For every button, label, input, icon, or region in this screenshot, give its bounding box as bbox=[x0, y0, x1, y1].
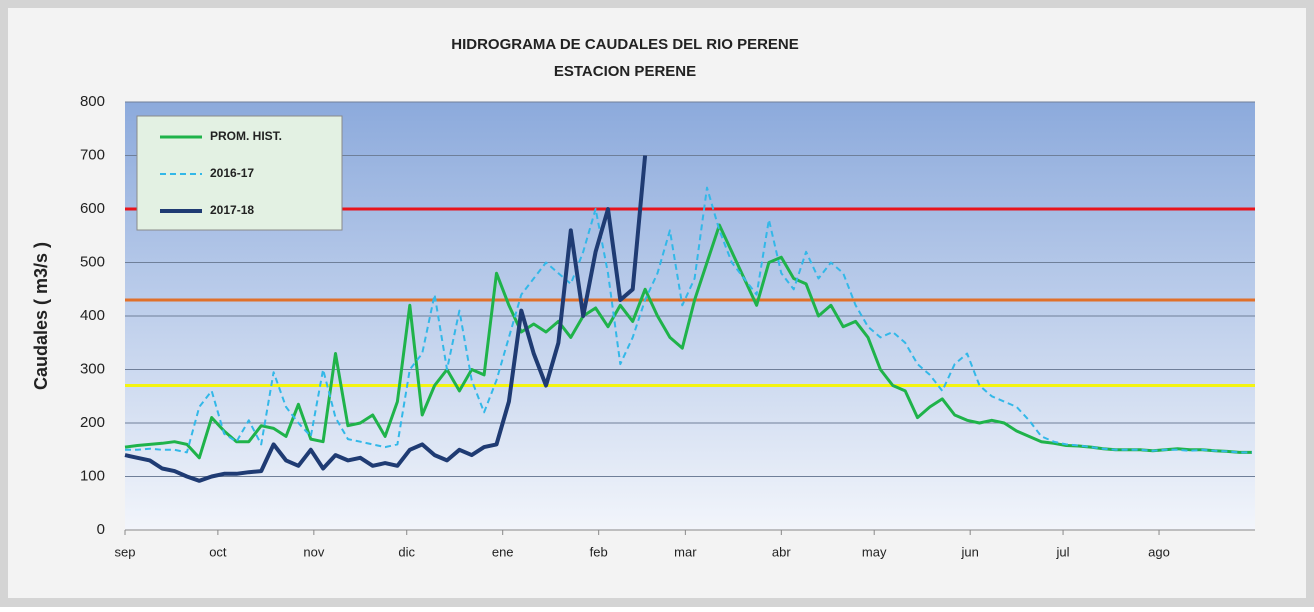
series-line bbox=[124, 223, 1252, 460]
y-tick-label: 100 bbox=[80, 467, 105, 484]
x-tick-label: jul bbox=[1056, 544, 1070, 559]
legend: PROM. HIST. 2016-17 2017-18 bbox=[136, 115, 343, 231]
y-tick-label: 600 bbox=[80, 200, 105, 217]
x-tick-label: ene bbox=[492, 544, 514, 559]
y-tick-label: 800 bbox=[80, 93, 105, 110]
x-tick-label: ago bbox=[1148, 544, 1170, 559]
y-axis-label: Caudales ( m3/s ) bbox=[31, 242, 51, 390]
y-tick-label: 300 bbox=[80, 360, 105, 377]
legend-label: PROM. HIST. bbox=[210, 129, 282, 143]
x-tick-label: oct bbox=[209, 544, 227, 559]
y-tick-label: 700 bbox=[80, 146, 105, 163]
chart-title: HIDROGRAMA DE CAUDALES DEL RIO PERENE bbox=[451, 36, 799, 53]
legend-label: 2017-18 bbox=[210, 203, 254, 217]
x-tick-label: abr bbox=[772, 544, 791, 559]
series-line bbox=[125, 186, 1252, 454]
series-line bbox=[124, 155, 648, 483]
legend-label: 2016-17 bbox=[210, 166, 254, 180]
y-tick-label: 0 bbox=[97, 521, 105, 538]
x-tick-label: feb bbox=[590, 544, 608, 559]
x-tick-label: may bbox=[862, 544, 887, 559]
x-tick-label: dic bbox=[398, 544, 415, 559]
y-tick-label: 200 bbox=[80, 414, 105, 431]
x-tick-label: mar bbox=[674, 544, 697, 559]
x-tick-label: jun bbox=[960, 544, 978, 559]
x-tick-label: sep bbox=[115, 544, 136, 559]
plot: 0 100 200 300 400 500 600 700 800 sep oct nov dic ene… bbox=[80, 93, 1255, 559]
y-tick-label: 500 bbox=[80, 253, 105, 270]
y-tick-label: 400 bbox=[80, 307, 105, 324]
x-tick-label: nov bbox=[303, 544, 324, 559]
chart-subtitle: ESTACION PERENE bbox=[554, 63, 696, 80]
